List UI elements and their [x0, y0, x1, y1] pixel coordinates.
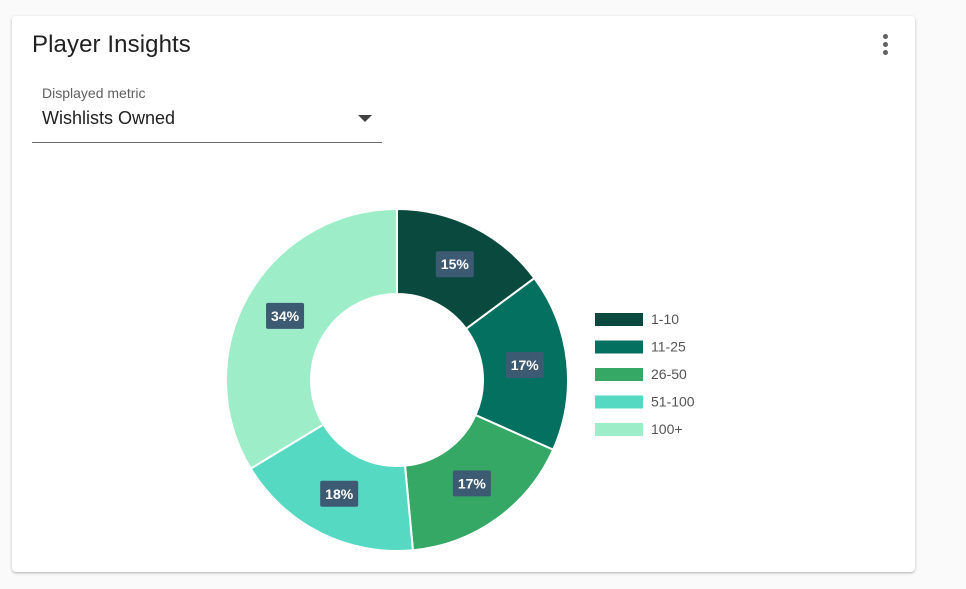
more-vert-icon-dot	[883, 42, 888, 47]
donut-chart: 15% 17% 17% 18% 34% 1-10 11-25 26-50 51-100 100+	[225, 207, 695, 552]
legend-item-26-50[interactable]: 26-50	[595, 366, 687, 382]
slice-label-background	[452, 470, 491, 497]
slice-label-background	[505, 352, 544, 379]
displayed-metric-value: Wishlists Owned	[42, 108, 176, 128]
legend-label: 1-10	[651, 311, 679, 327]
displayed-metric-select[interactable]: Displayed metric Wishlists Owned	[32, 80, 382, 143]
slice-label: 17%	[505, 352, 544, 379]
slice-label-background	[320, 480, 359, 507]
legend-item-1-10[interactable]: 1-10	[595, 311, 679, 327]
slice-label: 18%	[320, 480, 359, 507]
legend-swatch	[595, 340, 643, 354]
more-vert-icon	[883, 34, 888, 39]
slice-label-text: 17%	[458, 475, 487, 491]
slice-label-background	[266, 302, 305, 329]
legend-item-100+[interactable]: 100+	[595, 421, 683, 437]
legend-swatch	[595, 395, 643, 409]
displayed-metric-label: Displayed metric	[42, 85, 146, 101]
slice-label-text: 17%	[511, 357, 540, 373]
chart-legend: 1-10 11-25 26-50 51-100 100+	[595, 311, 695, 437]
legend-swatch	[595, 368, 643, 381]
slice-label-text: 18%	[325, 486, 354, 502]
slice-label-background	[435, 251, 474, 278]
more-options-button[interactable]	[870, 30, 900, 62]
donut-labels: 15% 17% 17% 18% 34%	[266, 251, 544, 507]
legend-swatch	[595, 423, 643, 436]
legend-label: 26-50	[651, 366, 687, 382]
donut-slice-100+[interactable]	[225, 207, 398, 470]
player-insights-card: Player Insights Displayed metric Wishlis…	[12, 16, 915, 572]
card-title: Player Insights	[32, 31, 191, 58]
slice-label: 15%	[435, 251, 474, 278]
legend-label: 11-25	[651, 339, 686, 355]
legend-label: 51-100	[651, 394, 695, 410]
arrow-drop-down-icon	[358, 115, 372, 122]
legend-item-51-100[interactable]: 51-100	[595, 394, 695, 410]
slice-label-text: 15%	[441, 256, 470, 272]
slice-label: 34%	[266, 302, 305, 329]
legend-label: 100+	[651, 421, 683, 437]
legend-item-11-25[interactable]: 11-25	[595, 339, 686, 355]
donut-slices	[225, 207, 569, 552]
slice-label-text: 34%	[271, 308, 300, 324]
slice-label: 17%	[452, 470, 491, 497]
more-vert-icon-dot	[883, 50, 888, 55]
legend-swatch	[595, 313, 643, 326]
